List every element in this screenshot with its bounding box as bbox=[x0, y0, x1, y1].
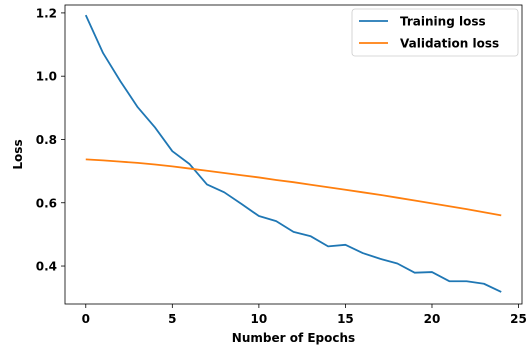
y-tick-label: 1.2 bbox=[36, 6, 57, 20]
y-axis-title: Loss bbox=[11, 139, 25, 169]
series-layer bbox=[84, 14, 502, 293]
x-tick-label: 20 bbox=[424, 312, 441, 326]
x-tick-label: 25 bbox=[510, 312, 527, 326]
series-line-training-loss bbox=[84, 14, 502, 293]
y-tick-label: 0.8 bbox=[36, 133, 57, 147]
plot-frame bbox=[64, 4, 523, 305]
y-tick-label: 1.0 bbox=[36, 70, 57, 84]
y-tick-label: 0.6 bbox=[36, 196, 57, 210]
legend-label-validation-loss: Validation loss bbox=[400, 37, 499, 51]
ticks-layer: 0 5 10 15 20 25 0.4 0.6 0.8 1.0 1.2 bbox=[36, 6, 527, 326]
y-tick-label: 0.4 bbox=[36, 260, 57, 274]
x-tick-label: 5 bbox=[168, 312, 176, 326]
series-line-validation-loss bbox=[85, 158, 502, 217]
legend: Training loss Validation loss bbox=[351, 8, 519, 57]
x-axis-title: Number of Epochs bbox=[232, 331, 355, 345]
legend-box bbox=[351, 8, 519, 57]
x-tick-label: 10 bbox=[251, 312, 268, 326]
x-tick-label: 15 bbox=[337, 312, 354, 326]
legend-label-training-loss: Training loss bbox=[400, 15, 486, 29]
x-tick-label: 0 bbox=[82, 312, 90, 326]
